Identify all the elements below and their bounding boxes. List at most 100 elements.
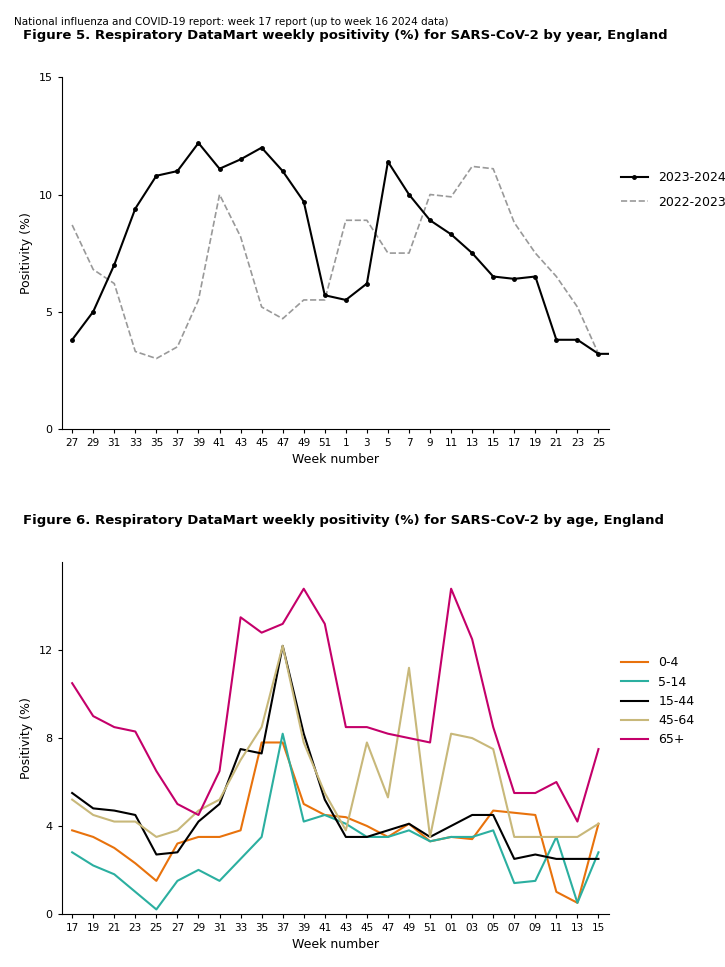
45-64 (173, 825, 182, 836)
2023-2024 (573, 334, 581, 345)
Text: National influenza and COVID-19 report: week 17 report (up to week 16 2024 data): National influenza and COVID-19 report: … (14, 17, 449, 27)
45-64 (384, 792, 392, 804)
65+ (341, 721, 350, 733)
45-64 (89, 809, 98, 821)
45-64 (299, 737, 308, 748)
5-14 (299, 816, 308, 828)
Y-axis label: Positivity (%): Positivity (%) (20, 697, 33, 779)
65+ (405, 732, 413, 744)
2023-2024 (637, 313, 645, 325)
2022-2023 (573, 301, 581, 312)
5-14 (215, 875, 224, 887)
15-44 (173, 846, 182, 858)
65+ (278, 618, 287, 630)
45-64 (489, 744, 497, 755)
0-4 (552, 886, 560, 897)
65+ (173, 798, 182, 809)
0-4 (257, 737, 266, 748)
5-14 (236, 853, 245, 864)
15-44 (426, 831, 434, 842)
2022-2023 (468, 161, 476, 172)
5-14 (531, 875, 539, 887)
2022-2023 (341, 215, 350, 226)
5-14 (341, 818, 350, 830)
65+ (236, 611, 245, 623)
45-64 (552, 831, 560, 842)
45-64 (341, 825, 350, 836)
45-64 (447, 728, 455, 740)
2022-2023 (278, 313, 287, 325)
2023-2024 (616, 348, 624, 360)
15-44 (152, 849, 161, 861)
65+ (510, 787, 518, 799)
5-14 (110, 868, 119, 880)
0-4 (68, 825, 77, 836)
5-14 (194, 864, 203, 876)
45-64 (405, 662, 413, 674)
15-44 (110, 805, 119, 816)
2023-2024 (341, 294, 350, 306)
2023-2024 (510, 273, 518, 284)
2022-2023 (594, 348, 602, 360)
X-axis label: Week number: Week number (291, 454, 378, 466)
2023-2024 (552, 334, 560, 345)
65+ (320, 618, 329, 630)
5-14 (173, 875, 182, 887)
2023-2024 (110, 259, 119, 271)
45-64 (131, 816, 140, 828)
0-4 (236, 825, 245, 836)
2022-2023 (384, 248, 392, 259)
15-44 (510, 853, 518, 864)
2022-2023 (194, 294, 203, 306)
45-64 (257, 721, 266, 733)
15-44 (573, 853, 581, 864)
2023-2024 (489, 271, 497, 282)
0-4 (299, 798, 308, 809)
Line: 0-4: 0-4 (72, 743, 598, 903)
15-44 (405, 818, 413, 830)
Line: 2022-2023: 2022-2023 (72, 166, 598, 359)
Legend: 0-4, 5-14, 15-44, 45-64, 65+: 0-4, 5-14, 15-44, 45-64, 65+ (621, 657, 695, 747)
2023-2024 (131, 203, 140, 215)
45-64 (236, 754, 245, 766)
65+ (426, 737, 434, 748)
65+ (215, 765, 224, 777)
5-14 (468, 831, 476, 842)
0-4 (341, 811, 350, 823)
2022-2023 (236, 231, 245, 243)
X-axis label: Week number: Week number (291, 938, 378, 952)
0-4 (362, 820, 371, 832)
5-14 (405, 825, 413, 836)
2022-2023 (510, 217, 518, 228)
15-44 (362, 831, 371, 842)
2022-2023 (531, 248, 539, 259)
15-44 (447, 820, 455, 832)
2022-2023 (257, 301, 266, 312)
2022-2023 (299, 294, 308, 306)
0-4 (405, 818, 413, 830)
15-44 (68, 787, 77, 799)
5-14 (152, 903, 161, 915)
0-4 (320, 809, 329, 821)
0-4 (173, 837, 182, 849)
65+ (110, 721, 119, 733)
45-64 (426, 831, 434, 842)
2022-2023 (426, 189, 434, 200)
0-4 (278, 737, 287, 748)
5-14 (89, 860, 98, 871)
45-64 (278, 640, 287, 652)
Legend: 2023-2024, 2022-2023: 2023-2024, 2022-2023 (621, 171, 725, 209)
45-64 (152, 831, 161, 842)
2022-2023 (447, 191, 455, 203)
2023-2024 (362, 278, 371, 289)
45-64 (362, 737, 371, 748)
65+ (468, 633, 476, 645)
15-44 (278, 640, 287, 652)
2023-2024 (320, 289, 329, 301)
65+ (552, 777, 560, 788)
0-4 (194, 831, 203, 842)
5-14 (278, 728, 287, 740)
Line: 5-14: 5-14 (72, 734, 598, 909)
2023-2024 (405, 189, 413, 200)
2022-2023 (215, 189, 224, 200)
